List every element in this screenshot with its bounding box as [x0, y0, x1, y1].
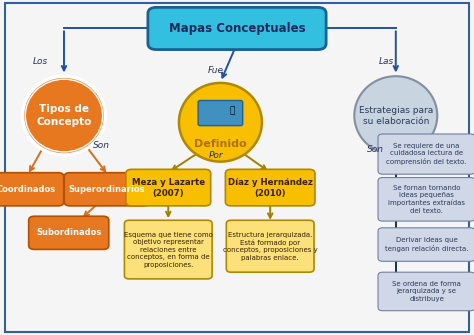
Text: Coordinados: Coordinados [0, 185, 55, 194]
FancyBboxPatch shape [124, 220, 212, 279]
Text: Son: Son [93, 141, 110, 150]
Text: Estructura jerarquizada.
Está formado por
conceptos, proposiciones y
palabras en: Estructura jerarquizada. Está formado po… [223, 231, 318, 261]
FancyBboxPatch shape [148, 7, 326, 50]
FancyBboxPatch shape [226, 220, 314, 272]
Ellipse shape [23, 76, 105, 155]
FancyBboxPatch shape [28, 216, 109, 249]
FancyBboxPatch shape [126, 169, 210, 206]
Text: Son: Son [367, 145, 384, 153]
Text: Las: Las [379, 58, 394, 66]
FancyBboxPatch shape [378, 134, 474, 174]
FancyBboxPatch shape [64, 173, 149, 206]
Text: Fue: Fue [208, 66, 224, 75]
Text: Se requiere de una
cuidadosa lectura de
comprensión del texto.: Se requiere de una cuidadosa lectura de … [386, 143, 467, 165]
Text: Se ordena de forma
jerarquizada y se
distribuye: Se ordena de forma jerarquizada y se dis… [392, 281, 461, 302]
Ellipse shape [179, 83, 262, 162]
Text: Estrategias para
su elaboración: Estrategias para su elaboración [359, 106, 433, 126]
Text: Mapas Conceptuales: Mapas Conceptuales [169, 22, 305, 35]
Text: Definido: Definido [194, 139, 247, 149]
FancyBboxPatch shape [378, 178, 474, 221]
FancyBboxPatch shape [198, 100, 243, 126]
Text: Tipos de
Concepto: Tipos de Concepto [36, 105, 91, 127]
Text: Por: Por [209, 151, 223, 160]
Text: Derivar ideas que
tengan relación directa.: Derivar ideas que tengan relación direct… [385, 237, 468, 252]
Text: Los: Los [33, 58, 48, 66]
Text: Díaz y Hernández
(2010): Díaz y Hernández (2010) [228, 178, 313, 198]
Text: Se fornan tornando
ideas pequeñas
importantes extraídas
del texto.: Se fornan tornando ideas pequeñas import… [388, 185, 465, 214]
Ellipse shape [354, 76, 437, 155]
FancyBboxPatch shape [378, 228, 474, 261]
FancyBboxPatch shape [378, 272, 474, 311]
FancyBboxPatch shape [0, 173, 64, 206]
Text: Subordinados: Subordinados [36, 228, 101, 237]
Text: Meza y Lazarte
(2007): Meza y Lazarte (2007) [132, 178, 205, 198]
Text: Superordinarios: Superordinarios [68, 185, 145, 194]
Text: 🧑: 🧑 [229, 106, 235, 115]
Text: Esquema que tiene como
objetivo representar
relaciones entre
conceptos, en forma: Esquema que tiene como objetivo represen… [124, 231, 213, 268]
FancyBboxPatch shape [225, 169, 315, 206]
